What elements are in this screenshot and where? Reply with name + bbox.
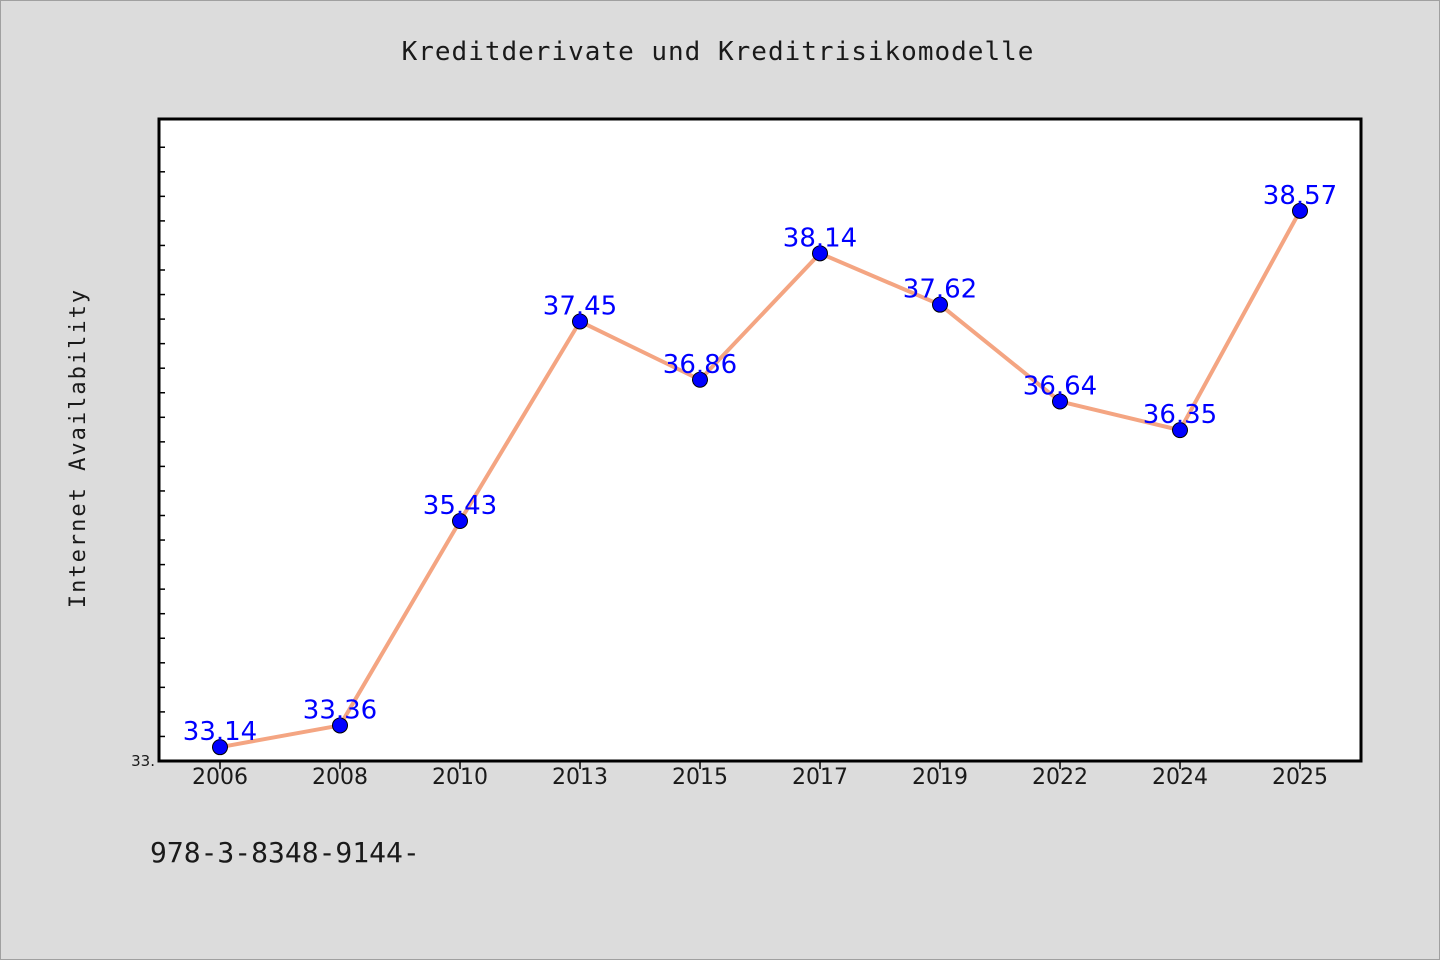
data-label: 35.43 bbox=[423, 491, 497, 521]
data-point bbox=[572, 313, 588, 330]
data-label: 33.14 bbox=[183, 717, 257, 747]
data-label: 36.64 bbox=[1023, 371, 1097, 401]
x-axis-ticks: 2006 2008 2010 2013 2015 2017 2019 2022 2024 2025 bbox=[192, 761, 1328, 790]
x-tick-label: 2024 bbox=[1152, 765, 1208, 790]
x-tick-label: 2022 bbox=[1032, 765, 1088, 790]
data-point bbox=[812, 245, 828, 262]
footer-text: 978-3-8348-9144- bbox=[150, 836, 420, 869]
series-line bbox=[219, 209, 1302, 750]
data-label: 36.35 bbox=[1143, 400, 1217, 430]
x-tick-label: 2025 bbox=[1272, 765, 1328, 790]
data-label: 37.45 bbox=[543, 291, 617, 321]
data-label: 38.14 bbox=[783, 223, 857, 253]
data-point bbox=[932, 296, 948, 313]
data-point bbox=[212, 739, 228, 756]
x-tick-label: 2019 bbox=[912, 765, 968, 790]
data-point bbox=[332, 717, 348, 734]
data-label: 37.62 bbox=[903, 275, 977, 305]
data-labels: 33.14 33.36 35.43 37.45 36.86 38.14 37.62 36.64… bbox=[183, 181, 1337, 747]
y-tick-label: 33. bbox=[131, 752, 155, 770]
y-axis-ticks bbox=[159, 146, 165, 762]
data-label: 36.86 bbox=[663, 350, 737, 380]
chart-title: Kreditderivate und Kreditrisikomodelle bbox=[402, 37, 1035, 67]
x-tick-label: 2015 bbox=[672, 765, 728, 790]
data-markers bbox=[212, 202, 1308, 756]
x-tick-label: 2008 bbox=[312, 765, 368, 790]
x-tick-label: 2006 bbox=[192, 765, 248, 790]
data-label: 33.36 bbox=[303, 695, 377, 725]
data-point bbox=[1172, 422, 1188, 439]
y-axis-label: Internet Availability bbox=[66, 288, 91, 608]
x-tick-label: 2010 bbox=[432, 765, 488, 790]
x-tick-label: 2017 bbox=[792, 765, 848, 790]
x-tick-label: 2013 bbox=[552, 765, 608, 790]
data-point bbox=[1292, 202, 1308, 219]
data-point bbox=[452, 512, 468, 529]
data-point bbox=[1052, 393, 1068, 410]
data-label: 38.57 bbox=[1263, 181, 1337, 211]
data-point bbox=[692, 371, 708, 388]
plot-area bbox=[157, 117, 1363, 763]
